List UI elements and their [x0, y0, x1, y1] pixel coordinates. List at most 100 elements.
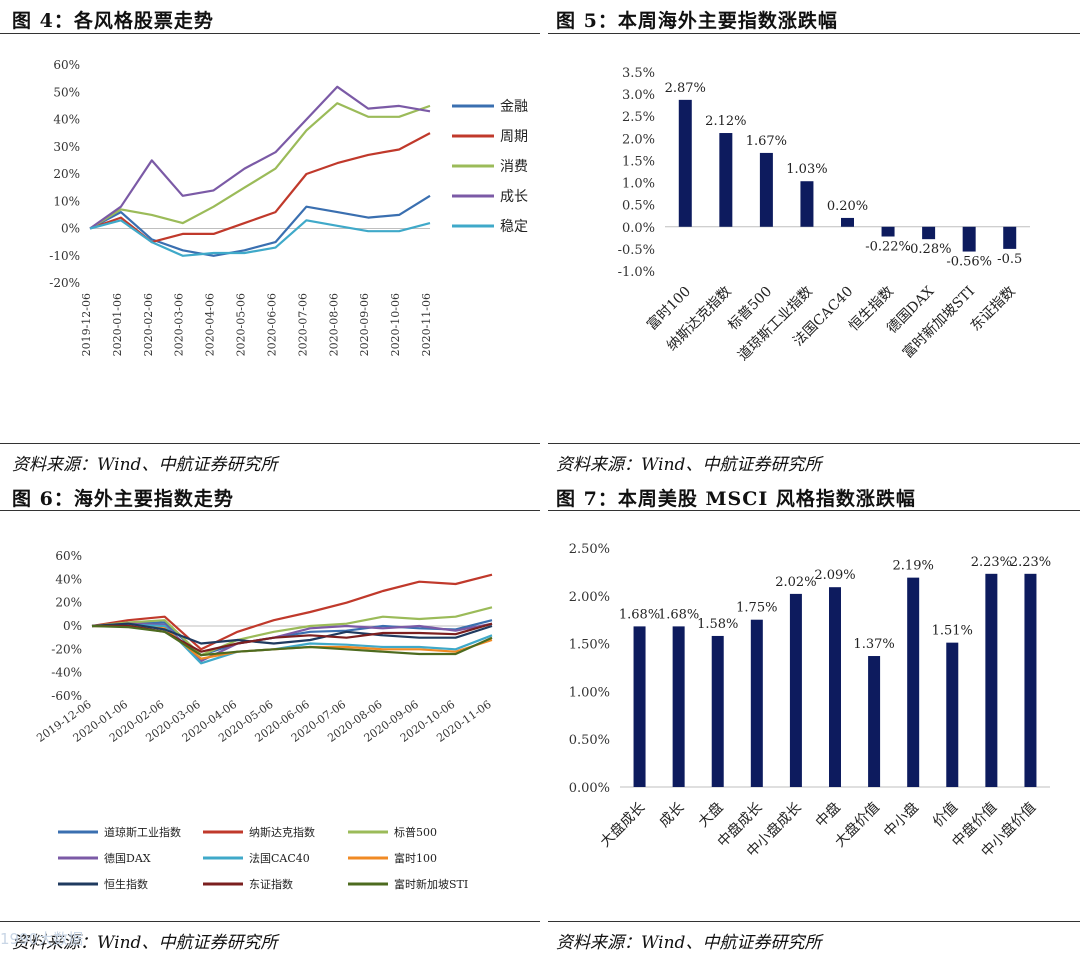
- fig6-bottom-rule: [0, 921, 540, 922]
- x-tick-label: 2020-03-06: [173, 293, 186, 356]
- y-tick-label: 2.0%: [622, 132, 655, 147]
- legend-label: 成长: [500, 189, 528, 205]
- x-tick-label: 2020-08-06: [327, 293, 340, 356]
- legend-label: 消费: [500, 159, 528, 175]
- bar: [1024, 573, 1037, 787]
- bar: [800, 181, 814, 227]
- y-tick-label: -0.5%: [618, 243, 655, 258]
- y-tick-label: -20%: [49, 276, 80, 290]
- series-line: [91, 573, 493, 651]
- data-label: -0.56%: [946, 255, 992, 270]
- legend-label: 周期: [500, 129, 528, 145]
- data-label: 2.87%: [665, 81, 706, 96]
- data-label: 0.20%: [827, 199, 868, 214]
- y-tick-label: 0.00%: [569, 781, 610, 796]
- series-line: [91, 622, 493, 645]
- data-label: 2.23%: [971, 555, 1012, 570]
- fig6-chart: 60%40%20%0%-20%-40%-60%2019-12-062020-01…: [34, 549, 493, 891]
- y-tick-label: 1.0%: [622, 177, 655, 192]
- category-label: 大盘成长: [597, 799, 649, 851]
- bar: [672, 626, 685, 787]
- y-tick-label: 0%: [63, 619, 82, 633]
- bar: [789, 593, 802, 787]
- data-label: 1.51%: [932, 624, 973, 639]
- data-label: -0.28%: [906, 242, 952, 257]
- y-tick-label: 2.50%: [569, 542, 610, 557]
- bar: [841, 217, 854, 227]
- fig6-source: 资料来源：Wind、中航证券研究所: [12, 933, 278, 953]
- y-tick-label: 3.0%: [622, 88, 655, 103]
- series-line: [91, 624, 493, 657]
- series-line: [89, 194, 431, 257]
- legend-label: 稳定: [500, 219, 528, 235]
- series-line: [89, 85, 431, 230]
- y-tick-label: 40%: [53, 113, 80, 127]
- legend-label: 标普500: [394, 825, 437, 839]
- data-label: 1.67%: [746, 134, 787, 149]
- bar: [678, 99, 692, 227]
- fig7-top-rule: [548, 510, 1080, 511]
- data-label: -0.5: [997, 252, 1022, 267]
- bar: [985, 573, 998, 787]
- y-tick-label: 50%: [53, 85, 80, 99]
- y-tick-label: -60%: [51, 689, 82, 703]
- fig4-top-rule: [0, 33, 540, 34]
- series-line: [89, 132, 431, 244]
- y-tick-label: -10%: [49, 249, 80, 263]
- data-label: 1.03%: [786, 162, 827, 177]
- fig7-title: 图 7：本周美股 MSCI 风格指数涨跌幅: [556, 488, 916, 510]
- y-tick-label: 1.5%: [622, 154, 655, 169]
- data-label: 2.02%: [775, 575, 816, 590]
- series-line: [91, 619, 493, 657]
- legend-label: 德国DAX: [104, 851, 151, 865]
- y-tick-label: 2.00%: [569, 590, 610, 605]
- fig5-bottom-rule: [548, 443, 1080, 444]
- data-label: 1.68%: [658, 607, 699, 622]
- data-label: 1.75%: [736, 601, 777, 616]
- data-label: 1.58%: [697, 617, 738, 632]
- data-label: 1.68%: [619, 607, 660, 622]
- y-tick-label: 40%: [55, 572, 82, 586]
- legend-label: 东证指数: [249, 877, 293, 891]
- y-tick-label: 0.0%: [622, 221, 655, 236]
- fig5-chart: 3.5% 3.0% 2.5% 2.0% 1.5% 1.0% 0.5% 0.0% -0.5% -1.…: [618, 66, 1030, 364]
- fig4-title: 图 4：各风格股票走势: [12, 10, 214, 32]
- bar: [907, 577, 920, 787]
- fig6-top-rule: [0, 510, 540, 511]
- x-tick-label: 2020-09-06: [358, 293, 371, 356]
- series-line: [91, 606, 493, 657]
- legend-label: 纳斯达克指数: [249, 825, 315, 839]
- x-tick-label: 2020-04-06: [204, 293, 217, 356]
- bar: [1003, 226, 1017, 249]
- category-label: 大盘: [695, 799, 727, 831]
- y-tick-label: 1.00%: [569, 685, 610, 700]
- fig5-title: 图 5：本周海外主要指数涨跌幅: [556, 10, 838, 32]
- x-tick-label: 2019-12-06: [80, 293, 93, 356]
- fig7-bottom-rule: [548, 921, 1080, 922]
- fig4-chart: 60% 50% 40% 30% 20% 10% 0% -10% -20%2019-12-06 20…: [49, 58, 528, 356]
- y-tick-label: 20%: [53, 167, 80, 181]
- data-label: 2.19%: [893, 559, 934, 574]
- legend-label: 法国CAC40: [249, 851, 310, 865]
- legend-label: 金融: [500, 99, 528, 115]
- fig5-top-rule: [548, 33, 1080, 34]
- y-tick-label: 0%: [61, 222, 80, 236]
- legend-label: 道琼斯工业指数: [104, 825, 181, 839]
- bar: [922, 226, 936, 240]
- legend-label: 富时新加坡STI: [394, 877, 468, 891]
- y-tick-label: 20%: [55, 596, 82, 610]
- bar: [633, 626, 646, 787]
- category-label: 中小盘: [880, 799, 922, 841]
- legend-label: 富时100: [394, 851, 437, 865]
- series-line: [91, 623, 493, 665]
- category-label: 富时新加坡STI: [899, 283, 978, 362]
- category-label: 成长: [656, 800, 687, 831]
- y-tick-label: 30%: [53, 140, 80, 154]
- bar: [759, 152, 773, 227]
- x-tick-label: 2020-01-06: [111, 293, 124, 356]
- x-tick-label: 2020-06-06: [265, 293, 278, 356]
- legend-label: 恒生指数: [104, 877, 148, 891]
- y-tick-label: 1.50%: [569, 638, 610, 653]
- data-label: 2.09%: [814, 568, 855, 583]
- bar: [881, 226, 895, 237]
